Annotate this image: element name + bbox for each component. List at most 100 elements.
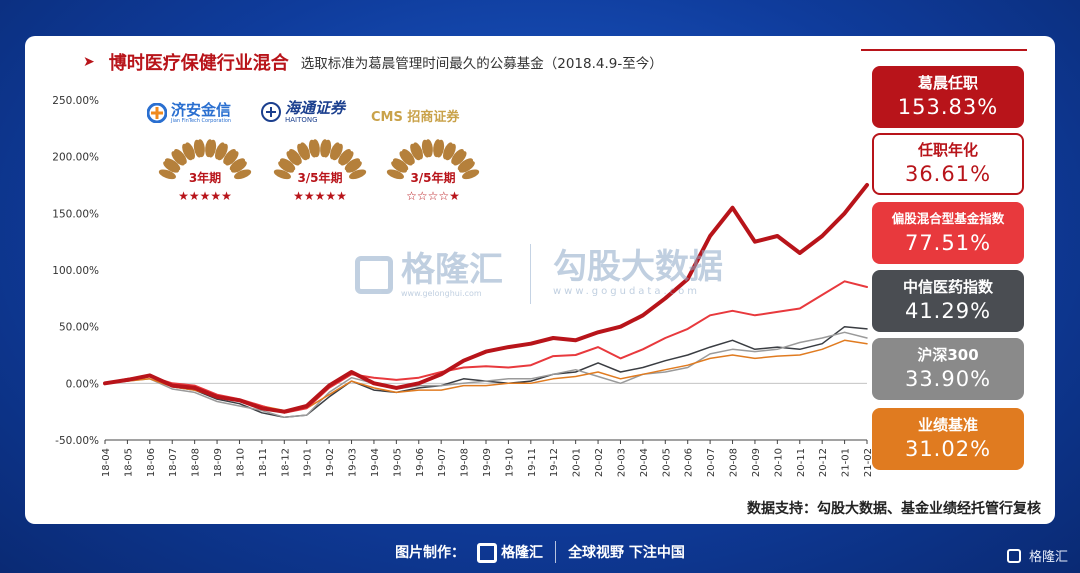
award-stars: ★★★★★ bbox=[293, 189, 347, 203]
x-tick-label: 18-08 bbox=[191, 448, 202, 477]
laurel-leaf bbox=[322, 139, 332, 158]
series-line bbox=[104, 331, 868, 419]
chart-subtitle: 选取标准为葛晨管理时间最久的公募基金（2018.4.9-至今） bbox=[300, 56, 663, 72]
series-line bbox=[103, 183, 869, 414]
stat-benchmark: 业绩基准 31.02% bbox=[872, 408, 1024, 470]
award-stars: ☆☆☆☆★ bbox=[406, 189, 460, 203]
award-period: 3/5年期 bbox=[297, 170, 342, 185]
laurel-leaf bbox=[391, 160, 408, 173]
x-tick-label: 18-10 bbox=[235, 448, 246, 477]
x-tick-label: 18-11 bbox=[258, 448, 269, 477]
laurel-leaf bbox=[386, 169, 404, 180]
laurel-leaf bbox=[286, 151, 300, 166]
footer: 图片制作： 格隆汇 全球视野 下注中国 bbox=[0, 539, 1080, 565]
watermark-gelonghui: 格隆汇 www.gelonghui.com bbox=[355, 251, 503, 298]
logo-jian-sub: Jian FinTech Corporation bbox=[171, 118, 232, 124]
x-tick-label: 19-07 bbox=[437, 448, 448, 477]
y-tick-label: 100.00% bbox=[52, 265, 99, 277]
accent-line bbox=[861, 49, 1027, 51]
stat-tenure-return: 葛晨任职 153.83% bbox=[872, 66, 1024, 128]
line-chart: 250.00% 200.00% 150.00% 100.00% 50.00% 0.00% -… bbox=[52, 95, 874, 477]
laurel-leaf bbox=[421, 139, 431, 158]
corner-brand-text: 格隆汇 bbox=[1028, 550, 1068, 565]
footer-slogan: 全球视野 下注中国 bbox=[568, 545, 685, 561]
stat-label: 任职年化 bbox=[917, 141, 978, 159]
logo-cms: CMS 招商证券 bbox=[371, 106, 459, 125]
watermark-divider bbox=[530, 244, 531, 304]
y-tick-label: 50.00% bbox=[59, 322, 99, 334]
laurel-leaf bbox=[278, 160, 295, 173]
laurel-leaf bbox=[158, 169, 176, 180]
jian-logo-icon bbox=[147, 103, 167, 123]
y-tick-label: 150.00% bbox=[52, 208, 99, 220]
data-source: 数据支持：勾股大数据、基金业绩经托管行复核 bbox=[747, 501, 1041, 517]
stat-label: 中信医药指数 bbox=[902, 278, 993, 296]
footer-brand-text: 格隆汇 bbox=[501, 544, 544, 561]
logo-jian: 济安金信 Jian FinTech Corporation bbox=[147, 102, 231, 124]
watermark-gogudata: 勾股大数据 www.gogudata.com bbox=[553, 248, 723, 297]
award-badge: 3/5年期 ☆☆☆☆★ bbox=[386, 139, 480, 203]
laurel-leaf bbox=[171, 151, 185, 166]
x-tick-label: 20-09 bbox=[751, 448, 762, 477]
y-tick-label: 0.00% bbox=[66, 378, 99, 390]
x-tick-label: 21-01 bbox=[841, 448, 852, 477]
logo-jian-text: 济安金信 bbox=[171, 101, 232, 119]
award-period: 3/5年期 bbox=[410, 170, 455, 185]
laurel-leaf bbox=[458, 160, 475, 173]
laurel-leaf bbox=[462, 169, 480, 180]
watermark-brand2: 勾股大数据 bbox=[553, 247, 723, 287]
gelonghui-logo-icon bbox=[1006, 548, 1021, 563]
laurel-leaf bbox=[273, 169, 291, 180]
y-tick-label: 200.00% bbox=[52, 152, 99, 164]
x-tick-label: 20-01 bbox=[572, 448, 583, 477]
x-tick-label: 21-02 bbox=[863, 448, 874, 477]
x-tick-label: 18-07 bbox=[168, 448, 179, 477]
laurel-leaf bbox=[297, 143, 308, 161]
x-tick-label: 20-04 bbox=[639, 448, 650, 477]
award-stars: ★★★★★ bbox=[178, 189, 232, 203]
watermark-brand1-url: www.gelonghui.com bbox=[401, 289, 482, 298]
footer-made-by: 图片制作： bbox=[395, 545, 466, 561]
x-tick-label: 18-09 bbox=[213, 448, 224, 477]
stat-csi300: 沪深300 33.90% bbox=[872, 338, 1024, 400]
laurel-leaf bbox=[453, 151, 467, 166]
award-badge: 3/5年期 ★★★★★ bbox=[273, 139, 367, 203]
logo-cms-text: CMS 招商证券 bbox=[371, 110, 460, 125]
gelonghui-logo-icon bbox=[477, 542, 498, 563]
stat-value: 33.90% bbox=[904, 367, 992, 391]
laurel-leaf bbox=[207, 139, 217, 158]
x-tick-label: 20-08 bbox=[729, 448, 740, 477]
x-tick-label: 19-06 bbox=[415, 448, 426, 477]
logo-haitong-sub: HAITONG bbox=[285, 116, 318, 124]
x-tick-label: 19-12 bbox=[549, 448, 560, 477]
x-tick-label: 20-12 bbox=[818, 448, 829, 477]
x-tick-label: 18-12 bbox=[280, 448, 291, 477]
x-tick-label: 19-01 bbox=[303, 448, 314, 477]
logo-haitong: 海通证券 HAITONG bbox=[261, 100, 345, 124]
footer-divider bbox=[555, 541, 557, 563]
x-tick-label: 20-11 bbox=[796, 448, 807, 477]
watermark-brand1: 格隆汇 bbox=[401, 250, 503, 290]
stat-value: 153.83% bbox=[897, 95, 999, 119]
x-tick-label: 19-03 bbox=[348, 448, 359, 477]
series-line bbox=[104, 325, 868, 419]
x-tick-label: 18-06 bbox=[146, 448, 157, 477]
laurel-leaf bbox=[193, 139, 203, 158]
laurel-leaf bbox=[410, 143, 421, 161]
stat-annualized: 任职年化 36.61% bbox=[872, 133, 1024, 195]
chart-card: ➤ 博时医疗保健行业混合 选取标准为葛晨管理时间最久的公募基金（2018.4.9… bbox=[25, 36, 1055, 524]
haitong-logo-icon bbox=[261, 102, 281, 122]
x-tick-label: 19-04 bbox=[370, 448, 381, 477]
x-tick-label: 20-02 bbox=[594, 448, 605, 477]
stat-value: 31.02% bbox=[904, 437, 992, 461]
stat-label: 葛晨任职 bbox=[917, 74, 978, 92]
laurel-leaf bbox=[225, 151, 239, 166]
arrow-icon: ➤ bbox=[83, 54, 95, 70]
x-tick-label: 20-06 bbox=[684, 448, 695, 477]
x-tick-label: 18-04 bbox=[101, 448, 112, 477]
stat-label: 偏股混合型基金指数 bbox=[891, 211, 1005, 226]
stat-hybrid-index: 偏股混合型基金指数 77.51% bbox=[872, 202, 1024, 264]
stat-label: 业绩基准 bbox=[917, 416, 978, 434]
award-period: 3年期 bbox=[189, 170, 221, 185]
laurel-leaf bbox=[399, 151, 413, 166]
